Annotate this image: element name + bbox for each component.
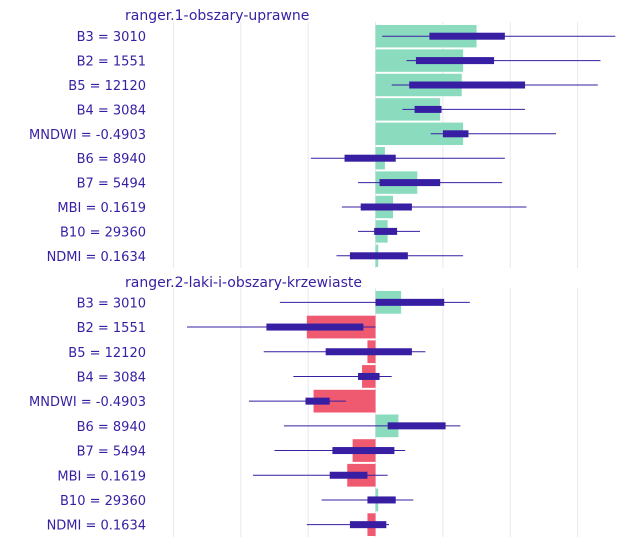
boxplot-box — [387, 422, 446, 430]
boxplot-box — [266, 323, 364, 331]
category-label: B7 = 5494 — [77, 177, 146, 192]
category-label: B6 = 8940 — [77, 420, 146, 435]
boxplot-box — [374, 227, 398, 235]
boxplot-box — [349, 252, 408, 260]
boxplot-box — [305, 397, 330, 405]
category-label: MNDWI = -0.4903 — [29, 128, 146, 143]
category-label: B2 = 1551 — [77, 55, 146, 70]
category-label: NDMI = 0.1634 — [47, 250, 146, 265]
boxplot-box — [379, 179, 441, 187]
boxplot-box — [414, 105, 442, 113]
boxplot-box — [367, 496, 396, 504]
category-label: B10 = 29360 — [60, 494, 146, 509]
boxplot-box — [332, 447, 395, 455]
category-label: B3 = 3010 — [77, 296, 146, 311]
boxplot-box — [349, 521, 387, 529]
category-label: B3 = 3010 — [77, 30, 146, 45]
category-label: MBI = 0.1619 — [57, 469, 146, 484]
boxplot-box — [415, 57, 495, 65]
category-label: B2 = 1551 — [77, 321, 146, 336]
boxplot-box — [329, 471, 368, 479]
category-label: MBI = 0.1619 — [57, 201, 146, 216]
category-label: B4 = 3084 — [77, 370, 146, 385]
contribution-bar — [375, 122, 464, 146]
category-label: B4 = 3084 — [77, 103, 146, 118]
boxplot-box — [409, 81, 526, 89]
panel-title: ranger.2-laki-i-obszary-krzewiaste — [125, 275, 362, 291]
boxplot-box — [375, 298, 445, 306]
panel-title: ranger.1-obszary-uprawne — [125, 8, 309, 24]
category-label: B10 = 29360 — [60, 225, 146, 240]
category-label: B5 = 12120 — [68, 79, 146, 94]
category-label: MNDWI = -0.4903 — [29, 395, 146, 410]
category-label: B6 = 8940 — [77, 152, 146, 167]
boxplot-box — [442, 130, 469, 138]
boxplot-box — [325, 348, 412, 356]
boxplot-box — [344, 154, 396, 162]
category-label: B5 = 12120 — [68, 346, 146, 361]
boxplot-box — [429, 32, 505, 40]
category-label: B7 = 5494 — [77, 445, 146, 460]
boxplot-box — [358, 372, 380, 380]
category-label: NDMI = 0.1634 — [47, 519, 146, 534]
boxplot-box — [360, 203, 412, 211]
